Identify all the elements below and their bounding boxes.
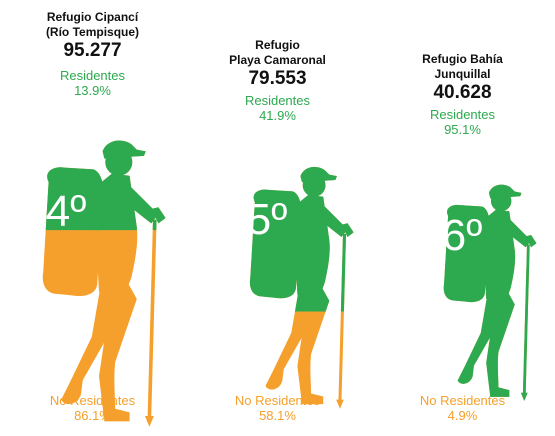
visitor-count: 95.277 (63, 40, 122, 61)
residents-label: Residentes (244, 93, 311, 108)
non-residents-label: No Residentes (234, 393, 321, 408)
hiker-shape (522, 244, 530, 395)
non-residents-block: No Residentes 4.9% (370, 393, 555, 423)
rank-label: 4º (46, 187, 87, 236)
non-residents-label: No Residentes (419, 393, 506, 408)
site-name-line: Playa Camaronal (229, 53, 326, 67)
hiker-shape (265, 288, 316, 390)
hiker-shape (457, 293, 503, 384)
hiker-shape (147, 219, 157, 418)
site-column-2: 5º Refugio Playa Camaronal 79.553 Reside… (185, 0, 370, 436)
non-residents-pct: 86.1% (74, 408, 111, 423)
residents-pct: 95.1% (444, 122, 481, 137)
hiker-shape (340, 233, 347, 312)
hiker-shape (126, 185, 159, 224)
hiker-shape (95, 173, 138, 231)
rank-label: 6º (442, 211, 483, 260)
hiker-shape (520, 392, 528, 401)
non-residents-pct: 58.1% (259, 408, 296, 423)
site-column-3: 6º Refugio Bahía Junquillal 40.628 Resid… (370, 0, 555, 436)
residents-pct: 41.9% (259, 108, 296, 123)
site-header: Refugio Bahía Junquillal 40.628 Resident… (370, 52, 555, 137)
residents-pct: 13.9% (74, 83, 111, 98)
visitor-count: 79.553 (248, 68, 307, 89)
hiker-shape (102, 140, 146, 159)
site-name-line: Refugio (255, 38, 300, 52)
residents-label: Residentes (429, 107, 496, 122)
hiker-shape (525, 235, 537, 248)
hiker-shape (443, 204, 490, 303)
hiker-figure-3: 6º (442, 184, 537, 401)
non-residents-block: No Residentes 86.1% (0, 393, 185, 423)
hiker-shape (144, 416, 154, 427)
hiker-shape (294, 288, 316, 312)
hiker-shape (249, 189, 301, 299)
hiker-shape (61, 284, 121, 405)
site-header: Refugio Cipancí (Río Tempisque) 95.277 R… (0, 10, 185, 98)
non-residents-label: No Residentes (49, 393, 136, 408)
site-column-1: 4º Refugio Cipancí (Río Tempisque) 95.27… (0, 0, 185, 436)
hiker-shape (45, 167, 104, 231)
site-header: Refugio Playa Camaronal 79.553 Residente… (185, 38, 370, 123)
rank-label: 5º (247, 195, 288, 244)
residents-label: Residentes (59, 68, 126, 83)
hiker-shape (336, 399, 344, 409)
hiker-shape (320, 205, 348, 237)
hiker-figure-2: 5º (247, 166, 354, 409)
hiker-shape (300, 166, 337, 183)
hiker-shape (506, 218, 532, 248)
hiker-figure-1: 4º (42, 140, 166, 427)
site-name-line: Refugio Cipancí (46, 10, 139, 24)
hiker-shape (341, 223, 354, 237)
site-name-line: Refugio Bahía (422, 52, 503, 66)
hiker-shape (152, 219, 157, 231)
non-residents-block: No Residentes 58.1% (185, 393, 370, 423)
site-name-line: (Río Tempisque) (45, 25, 140, 39)
hiker-shape (151, 207, 166, 224)
hiker-shape (488, 184, 522, 199)
non-residents-pct: 4.9% (447, 408, 478, 423)
visitor-count: 40.628 (433, 82, 492, 103)
site-name-line: Junquillal (434, 67, 491, 81)
